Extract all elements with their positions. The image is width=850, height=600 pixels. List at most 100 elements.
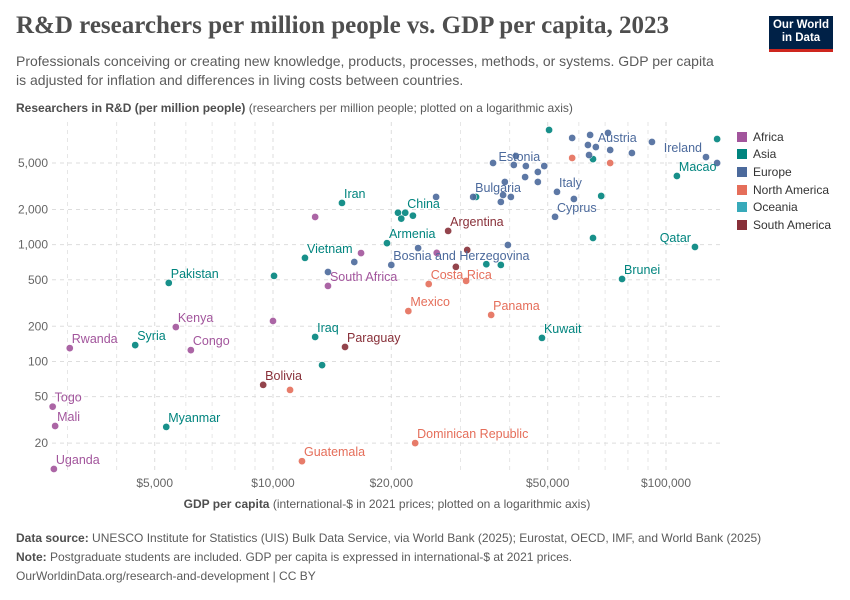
legend-label: Asia: [753, 147, 777, 162]
point-label: Bulgaria: [475, 181, 521, 195]
point-label: Kuwait: [544, 322, 582, 336]
data-point: [538, 334, 546, 342]
data-point: [702, 153, 710, 161]
data-point: [172, 323, 180, 331]
data-point: [414, 244, 422, 252]
legend-item[interactable]: South America: [737, 216, 831, 234]
data-point: [497, 198, 505, 206]
y-axis-label-bold: Researchers in R&D (per million people): [16, 101, 246, 115]
point-label: Panama: [493, 299, 540, 313]
data-point: [584, 141, 592, 149]
x-tick-label: $5,000: [136, 476, 173, 490]
legend-item[interactable]: Oceania: [737, 198, 831, 216]
point-label: Iran: [344, 187, 366, 201]
x-tick-label: $20,000: [370, 476, 414, 490]
data-point: [286, 386, 294, 394]
data-point: [409, 211, 417, 220]
data-point: [164, 279, 173, 287]
legend-label: North America: [753, 182, 830, 197]
data-point: [48, 402, 57, 411]
data-point: [713, 159, 721, 167]
data-point: [570, 195, 578, 203]
data-point: [51, 422, 59, 430]
data-point: [545, 126, 553, 134]
legend-item[interactable]: Asia: [737, 146, 831, 164]
data-point: [324, 282, 332, 290]
note-label: Note:: [16, 550, 47, 564]
series-north-america: [286, 154, 615, 466]
point-label: Bosnia and Herzegovina: [393, 249, 529, 263]
data-point: [597, 192, 606, 200]
point-label: Qatar: [660, 231, 691, 245]
series-africa: [48, 213, 441, 473]
series-europe: [324, 129, 721, 276]
data-point: [606, 159, 615, 167]
y-tick-label: 1,000: [18, 238, 48, 252]
data-point: [350, 258, 359, 266]
data-point: [553, 188, 561, 196]
data-point: [404, 307, 413, 315]
data-point: [50, 465, 58, 473]
x-tick-label: $10,000: [251, 476, 295, 490]
data-point: [568, 134, 576, 142]
point-label: South Africa: [330, 270, 397, 284]
data-point: [522, 162, 530, 170]
point-label: Ireland: [664, 141, 702, 155]
x-axis-label-bold: GDP per capita: [184, 497, 270, 511]
data-point: [259, 381, 268, 389]
note-text: Postgraduate students are included. GDP …: [46, 550, 573, 564]
point-label: China: [407, 197, 440, 211]
data-point: [301, 254, 309, 262]
note: Note: Postgraduate students are included…: [16, 548, 761, 567]
data-point: [383, 239, 391, 247]
point-label: Paraguay: [347, 331, 401, 345]
x-axis-label-detail: (international-$ in 2021 prices; plotted…: [269, 497, 590, 511]
data-point: [628, 149, 636, 157]
point-label: Kenya: [178, 311, 213, 325]
point-label: Rwanda: [72, 332, 118, 346]
data-point: [606, 146, 615, 154]
legend-item[interactable]: Europe: [737, 163, 831, 181]
legend-item[interactable]: Africa: [737, 128, 831, 146]
data-point: [592, 143, 600, 151]
data-point: [311, 333, 319, 341]
source-text: UNESCO Institute for Statistics (UIS) Bu…: [88, 531, 762, 545]
point-label: Congo: [193, 334, 230, 348]
data-point: [131, 341, 140, 349]
data-point: [318, 361, 326, 369]
point-label: Guatemala: [304, 445, 365, 459]
y-tick-label: 5,000: [18, 156, 48, 170]
data-point: [604, 129, 612, 137]
source-url[interactable]: OurWorldinData.org/research-and-developm…: [16, 569, 316, 583]
data-point: [507, 193, 515, 201]
point-label: Vietnam: [307, 242, 353, 256]
legend-swatch: [737, 219, 747, 230]
y-tick-label: 500: [28, 273, 48, 287]
data-point: [387, 261, 396, 269]
data-point: [586, 131, 594, 139]
legend-label: Oceania: [753, 200, 798, 215]
data-point: [504, 241, 512, 249]
data-point: [568, 154, 576, 162]
owid-logo[interactable]: Our World in Data: [769, 16, 833, 52]
point-label: Myanmar: [168, 411, 220, 425]
point-label: Iraq: [317, 321, 339, 335]
data-point: [691, 243, 699, 251]
data-point: [648, 138, 656, 146]
y-tick-label: 2,000: [18, 202, 48, 216]
point-label: Uganda: [56, 453, 100, 467]
x-tick-label: $50,000: [526, 476, 570, 490]
point-label: Armenia: [389, 227, 436, 241]
data-point: [589, 234, 597, 242]
legend-label: Africa: [753, 129, 784, 144]
data-point: [501, 178, 509, 186]
data-point: [269, 317, 277, 325]
data-point: [534, 178, 542, 186]
data-point: [482, 260, 491, 269]
data-point: [187, 346, 195, 354]
data-point: [509, 161, 518, 169]
point-label: Bolivia: [265, 369, 302, 383]
legend-item[interactable]: North America: [737, 181, 831, 199]
data-point: [338, 199, 346, 207]
